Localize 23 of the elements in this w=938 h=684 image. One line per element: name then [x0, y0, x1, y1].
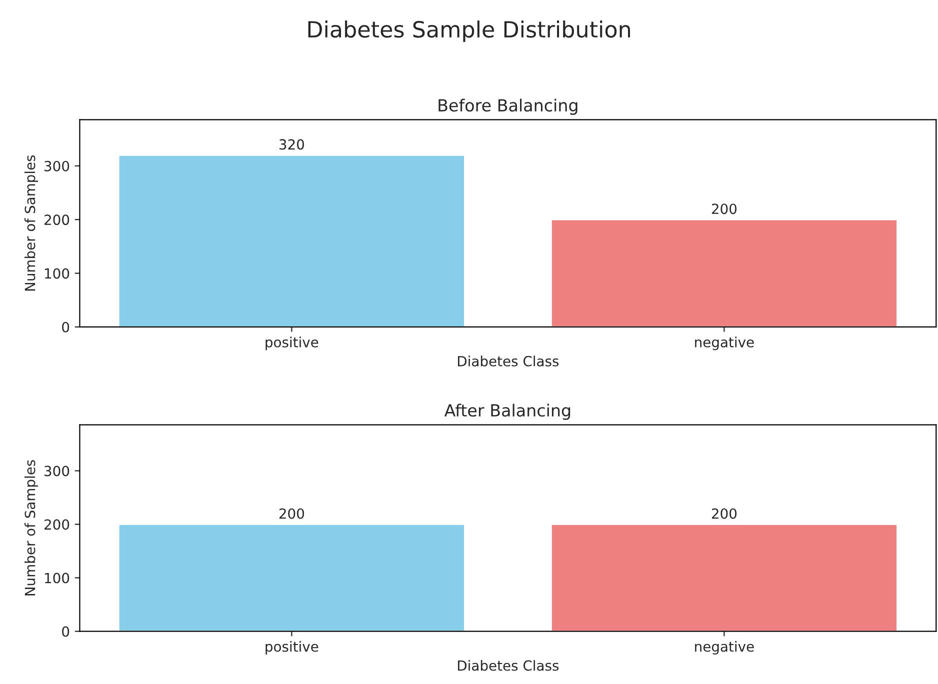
text: Diabetes Sample Distribution	[308, 20, 630, 42]
x-tick-label: negative	[695, 336, 754, 350]
y-tick-label: 200	[44, 519, 70, 530]
x-tick-label: negative	[695, 641, 754, 654]
x-tick-label: positive	[266, 641, 318, 654]
x-axis-title: Diabetes Class	[458, 356, 559, 366]
data-label: 320	[279, 139, 304, 150]
y-tick-label: 200	[44, 214, 70, 226]
data-label: 200	[712, 508, 737, 519]
data-label: 200	[279, 508, 304, 519]
y-tick-label: 0	[62, 626, 70, 637]
y-tick-label: 0	[62, 322, 70, 332]
y-axis-title: Number of Samples	[24, 460, 38, 596]
y-tick-label: 300	[44, 160, 70, 172]
data-label: 200	[712, 204, 737, 214]
x-tick-label: positive	[266, 336, 318, 350]
chart-title: After Balancing	[444, 404, 570, 420]
y-tick-label: 100	[45, 268, 70, 279]
x-axis-title: Diabetes Class	[458, 660, 559, 671]
chart-title: Before Balancing	[438, 98, 578, 115]
y-axis-title: Number of Samples	[24, 155, 38, 291]
y-tick-label: 100	[45, 572, 70, 584]
y-tick-label: 300	[44, 466, 70, 476]
